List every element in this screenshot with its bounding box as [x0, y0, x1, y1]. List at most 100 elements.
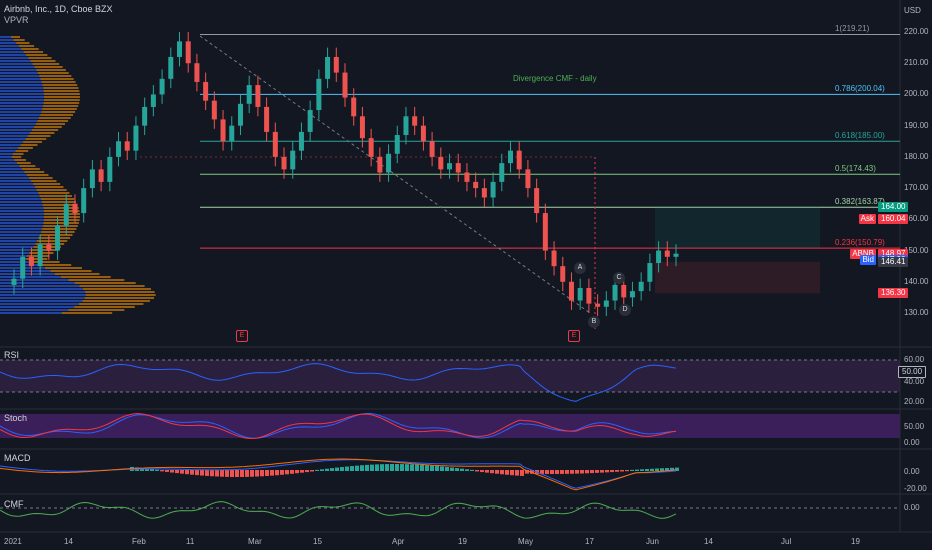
candle-body — [220, 119, 226, 142]
macd-histogram-bar — [610, 470, 614, 473]
volume-profile-bar — [31, 249, 58, 251]
candle-body — [447, 163, 453, 170]
candle-body — [177, 41, 182, 57]
candle-body — [656, 250, 662, 264]
volume-profile-bar — [42, 225, 78, 227]
macd-histogram-bar — [550, 470, 554, 474]
volume-profile-bar — [0, 243, 36, 245]
macd-histogram-bar — [385, 464, 389, 471]
volume-profile-bar — [0, 93, 44, 95]
candle-body — [664, 250, 670, 257]
time-axis-tick: 19 — [458, 537, 467, 546]
volume-profile-bar — [33, 126, 62, 128]
volume-profile-bar — [0, 216, 44, 218]
candle-body — [290, 150, 296, 170]
candle-body — [133, 125, 139, 151]
macd-histogram-bar — [170, 470, 174, 473]
stoch-d-line — [0, 413, 677, 440]
volume-profile-bar — [74, 282, 136, 284]
macd-histogram-bar — [180, 470, 184, 474]
volume-profile-bar — [20, 144, 38, 146]
macd-histogram-bar — [670, 467, 674, 471]
macd-histogram-bar — [185, 470, 189, 475]
volume-profile-bar — [28, 177, 53, 179]
macd-histogram-bar — [160, 470, 164, 472]
candle-body — [37, 244, 43, 267]
volume-profile-bar — [83, 288, 151, 290]
candle-body — [185, 41, 191, 64]
macd-histogram-bar — [280, 470, 284, 475]
earnings-marker[interactable]: E — [236, 330, 248, 342]
volume-profile-bar — [36, 189, 67, 191]
candle-body — [473, 181, 479, 189]
macd-histogram-bar — [190, 470, 194, 475]
price-axis-tick: 190.00 — [904, 120, 929, 130]
fib-level-label: 1(219.21) — [835, 24, 870, 34]
volume-profile-bar — [0, 249, 32, 251]
earnings-marker[interactable]: E — [568, 330, 580, 342]
volume-profile-bar — [38, 192, 70, 194]
volume-profile-bar — [39, 264, 72, 266]
volume-profile-bar — [0, 288, 84, 290]
macd-histogram-bar — [395, 464, 399, 471]
volume-profile-bar — [0, 219, 44, 221]
volume-profile-bar — [35, 123, 66, 125]
currency-label: USD — [904, 6, 921, 15]
macd-histogram-bar — [255, 470, 259, 477]
volume-profile-bar — [0, 222, 44, 224]
volume-profile-bar — [26, 54, 48, 56]
candle-body — [603, 300, 609, 307]
candle-body — [490, 181, 496, 198]
volume-profile-bar — [43, 87, 79, 89]
candle-body — [281, 156, 287, 170]
volume-profile-bar — [40, 114, 74, 116]
price-axis-tick: 160.00 — [904, 214, 929, 224]
candle-body — [438, 156, 444, 170]
stoch-k-line — [0, 412, 677, 439]
candle-body — [542, 213, 548, 251]
volume-profile-bar — [0, 51, 24, 53]
stop-zone — [655, 261, 820, 294]
volume-profile-bar — [74, 306, 135, 308]
volume-profile-bar — [0, 258, 27, 260]
volume-profile-bar — [43, 216, 80, 218]
candle-body — [63, 203, 69, 226]
target-zone — [655, 206, 820, 249]
candle-body — [377, 156, 383, 173]
volume-profile-bar — [0, 123, 36, 125]
fib-level-label: 0.382(163.87) — [835, 197, 885, 207]
time-axis-tick: 2021 — [4, 537, 22, 546]
macd-histogram-bar — [530, 470, 534, 474]
volume-profile-bar — [23, 51, 44, 53]
macd-histogram-bar — [635, 469, 639, 471]
signal-line — [0, 458, 677, 491]
macd-histogram-bar — [575, 470, 579, 474]
macd-histogram-bar — [335, 467, 339, 471]
volume-profile-bar — [23, 141, 42, 143]
wave-label-a: A — [574, 262, 586, 274]
macd-histogram-bar — [505, 470, 509, 475]
macd-histogram-bar — [495, 470, 499, 474]
candle-body — [386, 153, 392, 173]
cmf-line — [0, 501, 677, 519]
macd-histogram-bar — [250, 470, 254, 477]
volume-profile-bar — [0, 192, 39, 194]
volume-profile-bar — [84, 297, 155, 299]
candle-body — [333, 56, 339, 73]
volume-profile-bar — [0, 195, 40, 197]
macd-histogram-bar — [500, 470, 504, 475]
volume-profile-bar — [0, 150, 16, 152]
volume-profile-bar — [14, 159, 26, 161]
volume-profile-bar — [0, 306, 75, 308]
volume-profile-bar — [0, 264, 40, 266]
time-axis-tick: May — [518, 537, 534, 546]
volume-profile-bar — [30, 60, 56, 62]
price-tag: 148.97 — [878, 248, 909, 259]
price-axis-tick: 220.00 — [904, 27, 929, 36]
time-axis-tick: 17 — [585, 537, 594, 546]
macd-histogram-bar — [355, 465, 359, 471]
macd-histogram-bar — [390, 464, 394, 471]
volume-profile-bar — [11, 36, 20, 38]
